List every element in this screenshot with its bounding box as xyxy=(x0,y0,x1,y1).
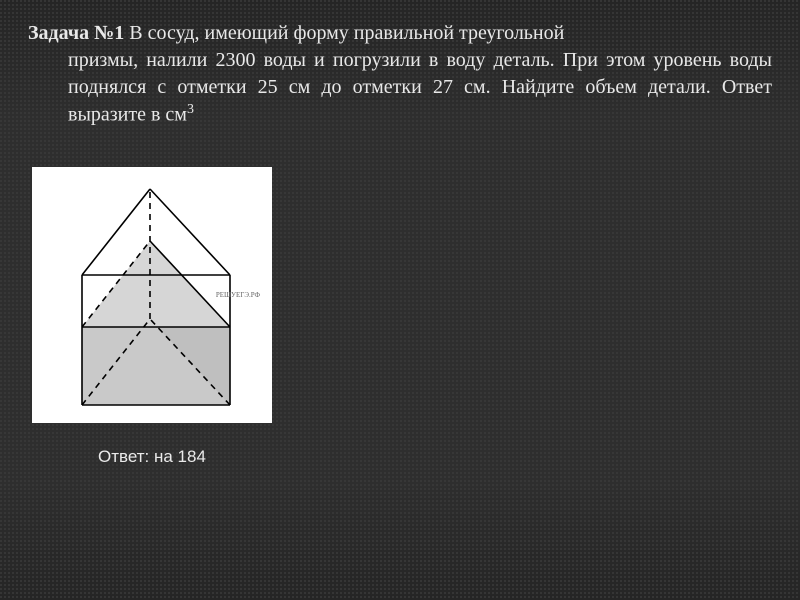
answer-text: Ответ: на 184 xyxy=(98,447,772,467)
figure-watermark: РЕШУЕГЭ.РФ xyxy=(216,291,260,299)
water-top-face xyxy=(82,241,230,327)
superscript: 3 xyxy=(187,102,194,117)
figure-container: РЕШУЕГЭ.РФ xyxy=(32,167,272,423)
problem-line2: призмы, налили 2300 воды и погрузили в в… xyxy=(68,49,772,126)
problem-text: Задача №1 В сосуд, имеющий форму правиль… xyxy=(28,20,772,129)
problem-line1: В сосуд, имеющий форму правильной треуго… xyxy=(124,22,564,44)
problem-label: Задача №1 xyxy=(28,22,124,44)
